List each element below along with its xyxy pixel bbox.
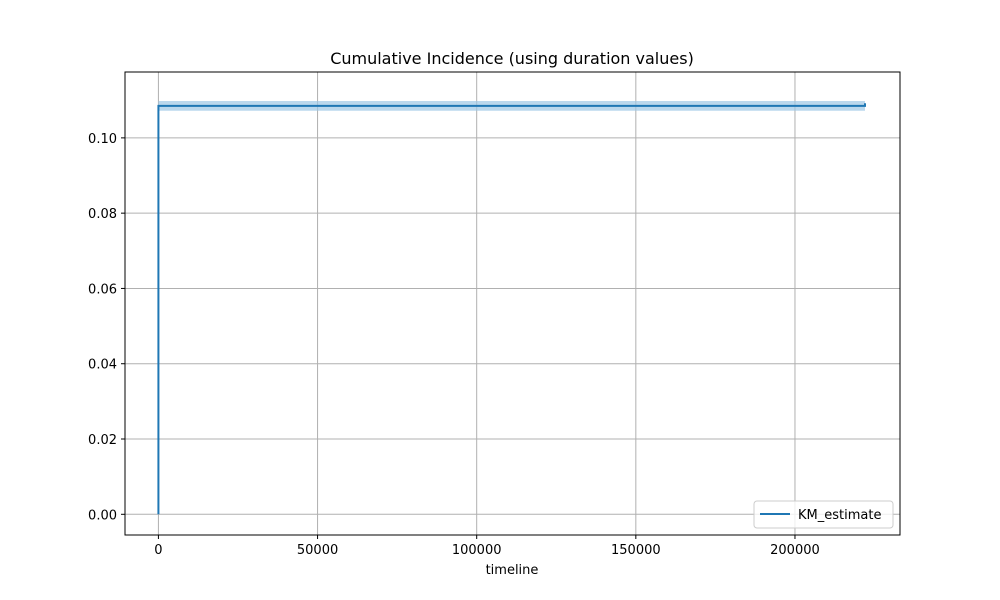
x-tick-label: 100000 bbox=[452, 543, 502, 558]
legend-box bbox=[753, 500, 894, 529]
legend: KM_estimate bbox=[753, 500, 894, 529]
confidence-band-layer bbox=[158, 93, 865, 515]
y-tick-label: 0.08 bbox=[88, 207, 117, 222]
x-tick-label: 200000 bbox=[770, 543, 820, 558]
series-line-layer bbox=[157, 103, 866, 515]
confidence-band bbox=[158, 93, 865, 515]
y-axis-ticks: 0.00 0.02 0.04 0.06 0.08 0.10 bbox=[88, 132, 125, 523]
x-tick-label: 150000 bbox=[611, 543, 661, 558]
plot-area-frame bbox=[124, 71, 901, 536]
y-tick-label: 0.00 bbox=[88, 508, 117, 523]
x-tick-label: 0 bbox=[154, 543, 162, 558]
x-axis-label: timeline bbox=[486, 563, 539, 578]
grid-layer bbox=[125, 72, 900, 535]
series-line-km-estimate bbox=[157, 103, 866, 515]
y-tick-label: 0.10 bbox=[88, 132, 117, 147]
y-tick-label: 0.04 bbox=[88, 358, 117, 373]
x-axis-ticks: 0 50000 100000 150000 200000 bbox=[154, 535, 820, 558]
chart-title: Cumulative Incidence (using duration val… bbox=[330, 49, 694, 68]
x-tick-label: 50000 bbox=[297, 543, 338, 558]
legend-label-km-estimate: KM_estimate bbox=[798, 508, 881, 523]
y-tick-label: 0.02 bbox=[88, 433, 117, 448]
y-tick-label: 0.06 bbox=[88, 282, 117, 297]
